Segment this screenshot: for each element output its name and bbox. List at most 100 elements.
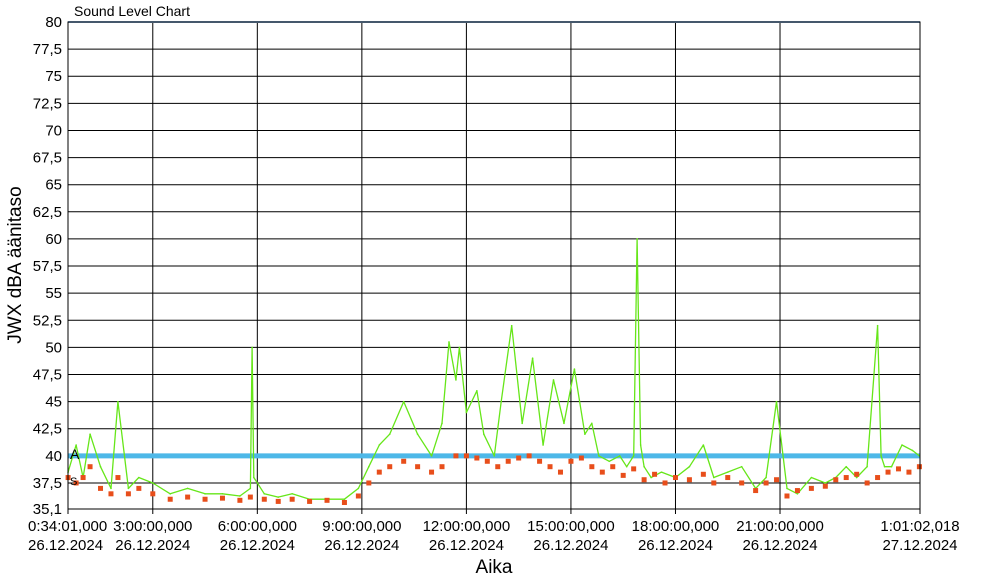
line-point	[650, 476, 652, 479]
x-tick-date: 26.12.2024	[324, 537, 399, 554]
x-tick-time: 3:00:00,000	[113, 518, 192, 535]
x-tick-time: 9:00:00,000	[322, 518, 401, 535]
line-point	[138, 476, 140, 479]
marker-point	[739, 480, 745, 486]
marker-point	[495, 464, 501, 470]
line-point	[726, 471, 729, 473]
marker-point	[784, 493, 790, 499]
marker-point	[366, 480, 372, 486]
marker-point	[854, 471, 860, 477]
line-point	[221, 493, 224, 495]
y-tick-label: 42,5	[33, 421, 62, 438]
y-tick-label: 80	[45, 14, 62, 31]
line-point	[483, 433, 485, 435]
line-point	[796, 493, 799, 495]
marker-point	[547, 464, 553, 470]
marker-point	[341, 499, 347, 505]
marker-point	[662, 480, 668, 486]
line-point	[521, 422, 523, 425]
x-tick-date: 26.12.2024	[638, 537, 713, 554]
line-point	[598, 455, 600, 457]
marker-point	[885, 469, 891, 475]
marker-point	[753, 488, 759, 494]
x-tick-time: 0:34:01,000	[28, 518, 107, 535]
marker-point	[599, 469, 605, 475]
marker-point	[725, 475, 731, 481]
marker-point	[185, 494, 191, 500]
line-point	[253, 476, 255, 479]
x-tick-time: 6:00:00,000	[218, 518, 297, 535]
marker-point	[387, 464, 393, 470]
x-tick-date: 27.12.2024	[882, 537, 957, 554]
marker-point	[429, 469, 435, 475]
line-point	[277, 496, 280, 498]
marker-point	[474, 455, 480, 461]
line-point	[465, 411, 468, 414]
marker-point	[73, 480, 79, 486]
marker-point	[906, 469, 912, 475]
x-tick-time: 1:01:02,018	[880, 518, 959, 535]
line-point	[455, 379, 457, 381]
line-point	[476, 389, 478, 392]
line-point	[500, 400, 503, 403]
marker-point	[219, 495, 225, 501]
line-point	[786, 487, 788, 490]
line-point	[542, 444, 544, 446]
y-tick-label: 57,5	[33, 258, 62, 275]
line-point	[713, 476, 715, 479]
y-tick-label: 67,5	[33, 150, 62, 167]
marker-point	[589, 464, 595, 470]
line-point	[688, 465, 691, 468]
marker-point	[672, 475, 678, 481]
line-point	[378, 444, 381, 446]
x-tick-date: 26.12.2024	[220, 537, 295, 554]
line-point	[89, 433, 91, 435]
marker-point	[537, 458, 543, 464]
line-point	[740, 465, 743, 468]
marker-point	[108, 491, 114, 497]
marker-point	[631, 466, 637, 472]
marker-point	[808, 485, 814, 491]
y-tick-label: 45	[45, 394, 62, 411]
marker-point	[439, 464, 445, 470]
line-point	[552, 379, 555, 381]
x-tick-time: 12:00:00,000	[423, 518, 511, 535]
y-tick-label: 60	[45, 231, 62, 248]
marker-point	[875, 475, 881, 481]
line-point	[845, 465, 848, 468]
marker-point	[578, 455, 584, 461]
marker-point	[505, 458, 511, 464]
marker-point	[463, 453, 469, 459]
marker-point	[843, 475, 849, 481]
line-point	[591, 422, 593, 425]
line-point	[99, 465, 102, 468]
marker-point	[641, 477, 647, 483]
marker-point	[261, 496, 267, 502]
x-tick-date: 26.12.2024	[742, 537, 817, 554]
x-tick-time: 15:00:00,000	[527, 518, 615, 535]
marker-point	[794, 488, 800, 494]
marker-point	[774, 477, 780, 483]
chart-title: Sound Level Chart	[74, 3, 190, 19]
marker-point	[620, 472, 626, 478]
marker-point	[355, 493, 361, 499]
line-point	[880, 455, 882, 457]
y-tick-label: 52,5	[33, 312, 62, 329]
line-point	[416, 433, 419, 435]
line-point	[357, 487, 360, 490]
marker-point	[150, 491, 156, 497]
line-point	[448, 341, 450, 343]
line-point	[876, 324, 879, 327]
marker-point	[136, 485, 142, 491]
x-axis-title: Aika	[476, 557, 513, 578]
marker-letter-a: A	[70, 446, 80, 462]
line-point	[368, 465, 370, 468]
y-tick-label: 75	[45, 68, 62, 85]
line-point	[890, 465, 893, 468]
line-point	[660, 471, 663, 473]
line-point	[573, 368, 576, 370]
line-point	[765, 476, 767, 479]
grid-horizontal	[68, 21, 920, 510]
marker-point	[202, 496, 208, 502]
line-point	[291, 493, 293, 495]
